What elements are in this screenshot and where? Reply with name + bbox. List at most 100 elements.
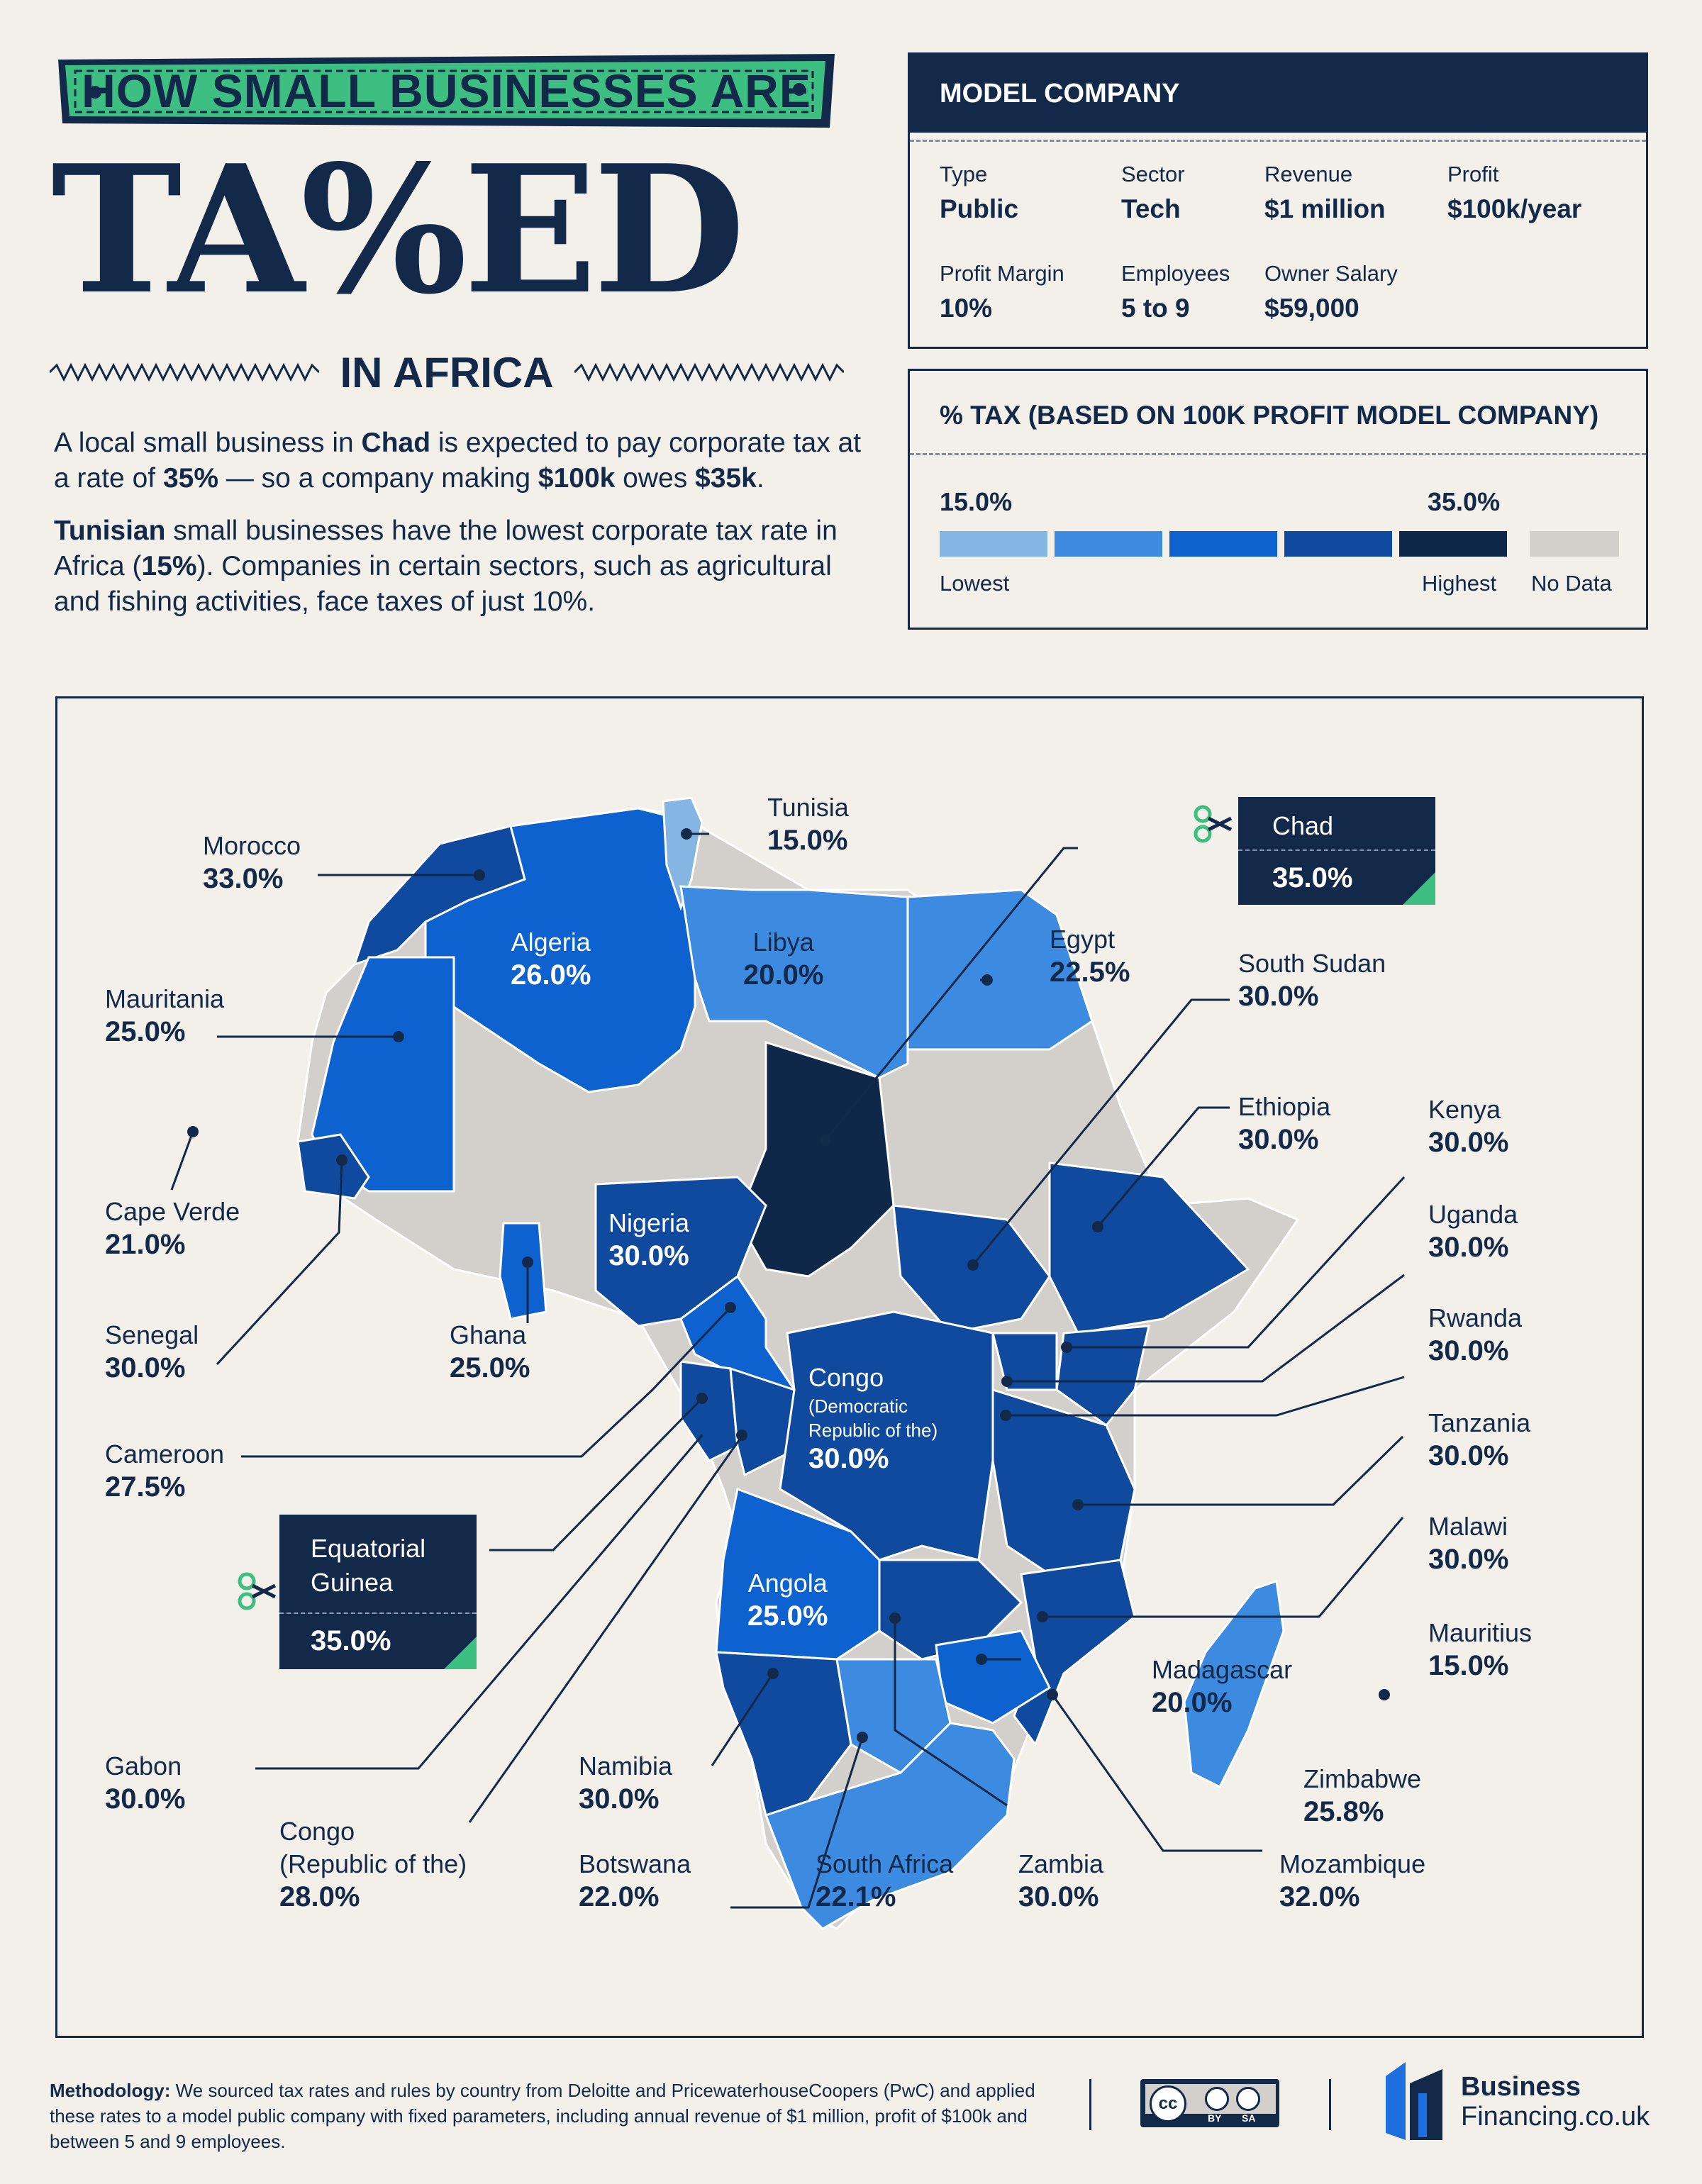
label-senegal: Senegal 30.0% — [105, 1320, 199, 1383]
legend-high-label: Highest — [1422, 571, 1497, 596]
country-south-africa — [764, 1722, 1016, 1930]
subtitle: IN AFRICA — [340, 348, 554, 396]
legend-swatch-4 — [1284, 531, 1392, 557]
footer-divider — [1089, 2079, 1091, 2130]
callout-chad: Chad 35.0% — [1238, 797, 1435, 905]
zigzag-ornament-left — [50, 362, 319, 382]
country-angola — [715, 1487, 881, 1661]
callout-chad-name: Chad — [1272, 811, 1334, 840]
country-cameroon — [679, 1274, 797, 1392]
legend-nodata-label: No Data — [1531, 571, 1612, 596]
country-uganda — [991, 1332, 1058, 1391]
page-title: TA%ED — [51, 127, 745, 333]
label-mozambique: Mozambique 32.0% — [1279, 1849, 1426, 1912]
footer-divider — [1329, 2079, 1331, 2130]
label-nigeria: Nigeria 30.0% — [608, 1208, 690, 1271]
label-gabon: Gabon 30.0% — [105, 1751, 186, 1815]
label-mauritius: Mauritius 15.0% — [1428, 1618, 1533, 1681]
mc-owner-salary: Owner Salary $59,000 — [1264, 261, 1398, 323]
scissors-icon — [238, 1572, 277, 1610]
cc-by-label: BY — [1208, 2112, 1222, 2124]
country-drc — [779, 1310, 994, 1561]
country-senegal — [296, 1133, 370, 1200]
label-botswana: Botswana 22.0% — [579, 1849, 691, 1912]
label-mauritania: Mauritania 25.0% — [105, 984, 225, 1047]
label-ethiopia: Ethiopia 30.0% — [1238, 1092, 1331, 1155]
mc-employees: Employees 5 to 9 — [1121, 261, 1230, 323]
legend-max: 35.0% — [1428, 487, 1501, 516]
callout-eq-guinea-name: Equatorial Guinea — [311, 1534, 426, 1597]
label-malawi: Malawi 30.0% — [1428, 1512, 1509, 1575]
country-ethiopia — [1048, 1161, 1250, 1335]
country-mauritania — [311, 956, 455, 1193]
label-ghana: Ghana 25.0% — [450, 1320, 530, 1383]
label-rwanda: Rwanda 30.0% — [1428, 1303, 1523, 1366]
cc-icon: cc — [1150, 2085, 1186, 2122]
label-libya: Libya 20.0% — [743, 927, 824, 991]
subtitle-row: IN AFRICA — [50, 347, 844, 397]
country-tunisia — [662, 796, 703, 911]
map-frame — [55, 696, 1644, 2038]
country-chad — [736, 1040, 895, 1278]
label-south-sudan: South Sudan 30.0% — [1238, 949, 1386, 1012]
label-cape-verde: Cape Verde 21.0% — [105, 1197, 240, 1260]
legend-min: 15.0% — [940, 487, 1013, 516]
brand-name: Business Financing.co.uk — [1461, 2072, 1650, 2132]
mc-profit: Profit $100k/year — [1447, 162, 1582, 223]
label-tunisia: Tunisia 15.0% — [767, 793, 849, 856]
country-congo-republic — [729, 1366, 796, 1477]
label-zimbabwe: Zimbabwe 25.8% — [1303, 1764, 1422, 1827]
label-south-africa: South Africa 22.1% — [816, 1849, 954, 1912]
label-algeria: Algeria 26.0% — [511, 927, 591, 991]
legend-low-label: Lowest — [940, 571, 1010, 596]
corner-fold-icon — [444, 1637, 477, 1669]
business-financing-logo-icon — [1386, 2062, 1442, 2140]
model-company-box: MODEL COMPANY Type Public Sector Tech Reve… — [908, 52, 1648, 349]
label-madagascar: Madagascar 20.0% — [1152, 1655, 1293, 1718]
model-company-title: MODEL COMPANY — [910, 55, 1646, 133]
cc-sa-label: SA — [1242, 2112, 1256, 2124]
scissors-icon — [1194, 805, 1233, 843]
corner-fold-icon — [1403, 872, 1435, 905]
label-angola: Angola 25.0% — [747, 1569, 828, 1632]
label-morocco: Morocco 33.0% — [203, 831, 301, 894]
mc-sector: Sector Tech — [1121, 162, 1185, 223]
callout-eq-guinea-rate: 35.0% — [311, 1625, 391, 1656]
legend-title: % TAX (BASED ON 100K PROFIT MODEL COMPAN… — [940, 401, 1599, 430]
title-banner — [58, 54, 835, 128]
callout-equatorial-guinea: Equatorial Guinea 35.0% — [279, 1515, 477, 1669]
legend-swatch-nodata — [1530, 531, 1619, 557]
mc-type: Type Public — [940, 162, 1019, 223]
legend-swatch-2 — [1055, 531, 1162, 557]
label-zambia: Zambia 30.0% — [1018, 1849, 1104, 1912]
banner-title: HOW SMALL BUSINESSES ARE — [82, 65, 811, 117]
country-gabon — [679, 1360, 739, 1462]
country-libya — [679, 885, 909, 1079]
legend-swatch-1 — [940, 531, 1047, 557]
mc-profit-margin: Profit Margin 10% — [940, 261, 1064, 323]
zigzag-ornament-right — [574, 362, 844, 382]
tax-legend-box: % TAX (BASED ON 100K PROFIT MODEL COMPAN… — [908, 369, 1648, 630]
country-ghana — [499, 1222, 547, 1320]
label-drc: Congo (Democratic Republic of the) 30.0% — [808, 1363, 938, 1474]
by-icon — [1205, 2087, 1229, 2111]
label-tanzania: Tanzania 30.0% — [1428, 1408, 1531, 1471]
country-madagascar — [1183, 1580, 1285, 1789]
intro-text: A local small business in Chad is expect… — [54, 425, 877, 637]
label-congo-republic: Congo (Republic of the) 28.0% — [279, 1817, 467, 1912]
callout-chad-rate: 35.0% — [1272, 862, 1353, 893]
label-kenya: Kenya 30.0% — [1428, 1095, 1509, 1158]
cc-license-badge: cc BY SA — [1140, 2079, 1279, 2127]
label-namibia: Namibia 30.0% — [579, 1751, 673, 1815]
intro-tunisia: Tunisian small businesses have the lowes… — [54, 516, 838, 617]
methodology: Methodology: We sourced tax rates and ru… — [50, 2080, 1035, 2152]
label-cameroon: Cameroon 27.5% — [105, 1439, 225, 1503]
legend-swatch-5 — [1399, 531, 1507, 557]
label-egypt: Egypt 22.5% — [1050, 925, 1130, 988]
mc-revenue: Revenue $1 million — [1264, 162, 1386, 223]
sa-icon — [1236, 2087, 1260, 2111]
intro-chad: A local small business in Chad is expect… — [54, 428, 862, 494]
country-egypt — [906, 888, 1094, 1051]
legend-swatch-3 — [1169, 531, 1277, 557]
